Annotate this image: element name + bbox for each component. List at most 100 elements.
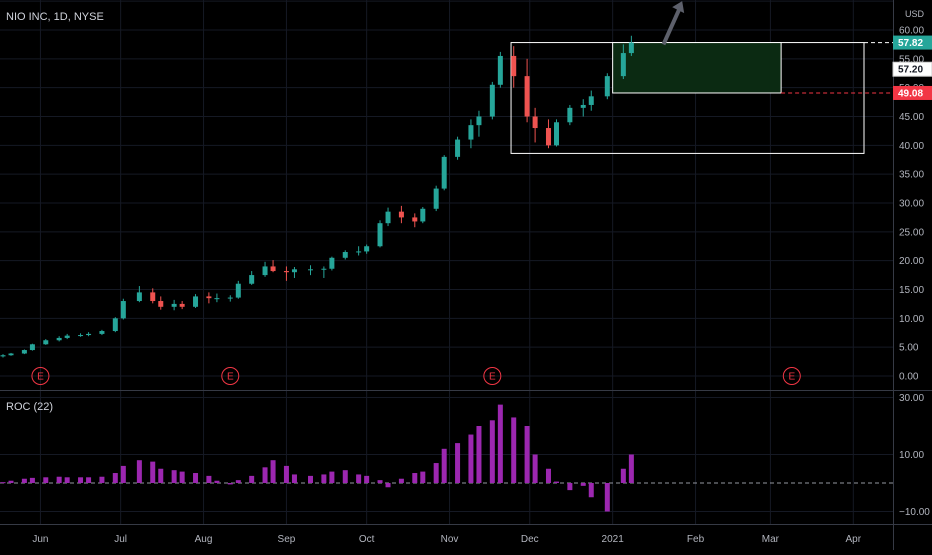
time-tick-label: Sep: [278, 534, 296, 545]
candle-body: [8, 353, 14, 356]
candle: [64, 333, 70, 340]
candle: [29, 343, 35, 351]
candle: [179, 301, 185, 310]
time-tick-label: Apr: [846, 534, 862, 545]
candle: [433, 185, 439, 212]
roc-bar: [497, 404, 503, 483]
last-price-tag-bg: [893, 35, 932, 50]
roc-bar: [511, 417, 517, 483]
earnings-marker[interactable]: E: [782, 367, 801, 385]
indicator-title[interactable]: ROC (22): [6, 401, 53, 413]
roc-bar: [206, 475, 212, 483]
roc-bar: [86, 477, 92, 483]
candle: [99, 329, 105, 336]
candle: [283, 266, 289, 281]
candle: [171, 299, 177, 311]
roc-bar: [56, 476, 62, 483]
candle: [8, 352, 14, 356]
roc-bar: [283, 465, 289, 483]
annotation-zone[interactable]: [510, 1, 893, 154]
roc-bar: [554, 481, 559, 483]
roc-bar: [64, 477, 70, 483]
roc-bar: [136, 460, 142, 483]
candle-body: [489, 84, 495, 117]
roc-bar: [29, 477, 35, 483]
time-tick-label: Dec: [521, 534, 539, 545]
candle-body: [193, 296, 199, 307]
candle-body: [329, 257, 335, 269]
earnings-circle: [483, 367, 502, 385]
price-tick-label: 15.00: [899, 285, 924, 296]
roc-bar: [262, 467, 268, 483]
candle: [262, 261, 268, 277]
candle-body: [227, 297, 233, 299]
candle-body: [511, 55, 517, 77]
time-tick-label: Feb: [687, 534, 705, 545]
roc-bar: [385, 483, 391, 488]
roc-bar: [329, 471, 335, 483]
candle-body: [468, 125, 474, 140]
earnings-circle: [221, 367, 240, 385]
earnings-marker[interactable]: E: [483, 367, 502, 385]
candle: [291, 267, 297, 278]
candle-body: [321, 268, 327, 270]
roc-tick-label: 10.00: [899, 450, 924, 461]
roc-bar: [580, 483, 586, 486]
price-tick-label: 30.00: [899, 199, 924, 210]
candle: [364, 244, 370, 254]
candle-body: [179, 303, 185, 307]
candle: [497, 51, 503, 88]
candle-body: [532, 116, 538, 129]
roc-bar: [308, 475, 313, 483]
candle: [193, 294, 199, 308]
candle: [628, 35, 634, 56]
time-tick-label: Nov: [441, 534, 459, 545]
symbol-title[interactable]: NIO INC, 1D, NYSE: [6, 11, 104, 23]
candle-body: [158, 301, 164, 307]
earnings-label: E: [489, 372, 496, 383]
candle-body: [136, 292, 142, 302]
candle-body: [412, 217, 418, 222]
roc-bar: [412, 473, 418, 483]
candle-body: [377, 223, 383, 247]
roc-bar: [377, 480, 383, 483]
candle: [377, 220, 383, 248]
earnings-label: E: [227, 372, 234, 383]
candle-body: [342, 252, 348, 258]
candle: [441, 155, 447, 191]
roc-bar: [99, 476, 105, 483]
candle-body: [308, 269, 313, 271]
roc-bar: [532, 454, 538, 483]
candle-body: [235, 283, 241, 298]
roc-bar: [356, 474, 362, 483]
roc-bar: [476, 426, 482, 483]
roc-bar: [8, 480, 14, 483]
candle: [580, 99, 586, 117]
candle: [214, 293, 220, 303]
earnings-marker[interactable]: E: [31, 367, 50, 385]
candle-body: [214, 298, 220, 300]
price-tick-label: 10.00: [899, 314, 924, 325]
candle: [476, 110, 482, 137]
candle: [342, 250, 348, 260]
level-price-tag-bg: [893, 85, 932, 100]
candle: [329, 256, 335, 271]
last-price-tag-text: 57.82: [898, 38, 923, 49]
prev-price-tag-text: 57.20: [898, 65, 923, 76]
candle: [308, 265, 313, 276]
roc-bar: [171, 470, 177, 483]
candle: [150, 288, 156, 304]
roc-bar: [0, 482, 6, 484]
earnings-marker[interactable]: E: [221, 367, 240, 385]
roc-bar: [455, 443, 461, 483]
price-tick-label: 55.00: [899, 54, 924, 65]
price-tick-label: 45.00: [899, 112, 924, 123]
candle: [43, 339, 49, 345]
roc-bar: [588, 483, 594, 498]
roc-bar: [524, 426, 530, 483]
candle: [620, 44, 626, 80]
candle: [398, 205, 404, 224]
